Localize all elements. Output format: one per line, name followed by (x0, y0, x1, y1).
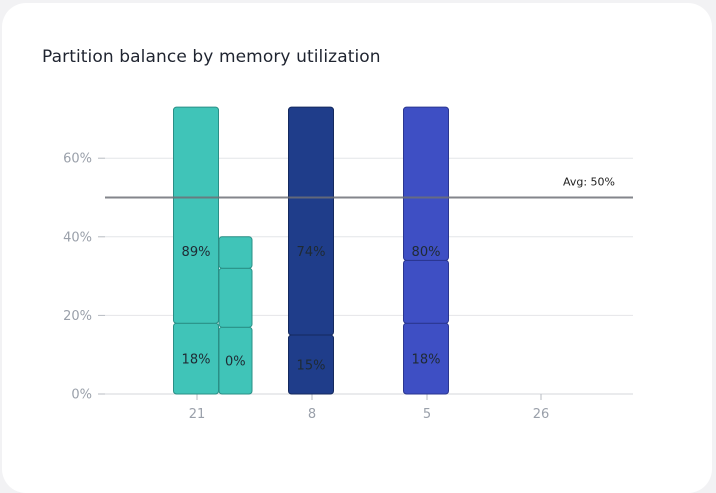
bar-data-label: 80% (412, 245, 441, 260)
x-tick-label: 26 (533, 407, 550, 422)
x-tick-label: 8 (308, 407, 316, 422)
y-tick-label: 20% (63, 309, 92, 324)
x-tick-label: 5 (423, 407, 431, 422)
bar-segment (288, 106, 334, 336)
bar-data-label: 74% (297, 245, 326, 260)
bar-data-label: 0% (225, 355, 246, 370)
bar-data-label: 15% (297, 359, 326, 374)
chart-title: Partition balance by memory utilization (42, 47, 381, 67)
x-tick-label: 21 (189, 407, 206, 422)
chart-area: 0% 20% 40% 60% 21 8 5 26 18% 89% 0% 15% 74% 18% 80% Avg… (63, 106, 633, 422)
bar-segment (173, 106, 219, 324)
bar-segment (403, 259, 449, 324)
bar-segment (403, 106, 449, 261)
average-label: Avg: 50% (563, 176, 615, 189)
bar-data-label: 89% (182, 245, 211, 260)
bar-segment (218, 236, 253, 269)
bar-data-label: 18% (412, 353, 441, 368)
y-tick-label: 60% (63, 152, 92, 167)
y-tick-label: 0% (71, 388, 92, 403)
bar-data-label: 18% (182, 353, 211, 368)
chart-card: Partition balance by memory utilization (2, 3, 712, 493)
bar-segment (218, 267, 253, 328)
y-tick-label: 40% (63, 230, 92, 245)
